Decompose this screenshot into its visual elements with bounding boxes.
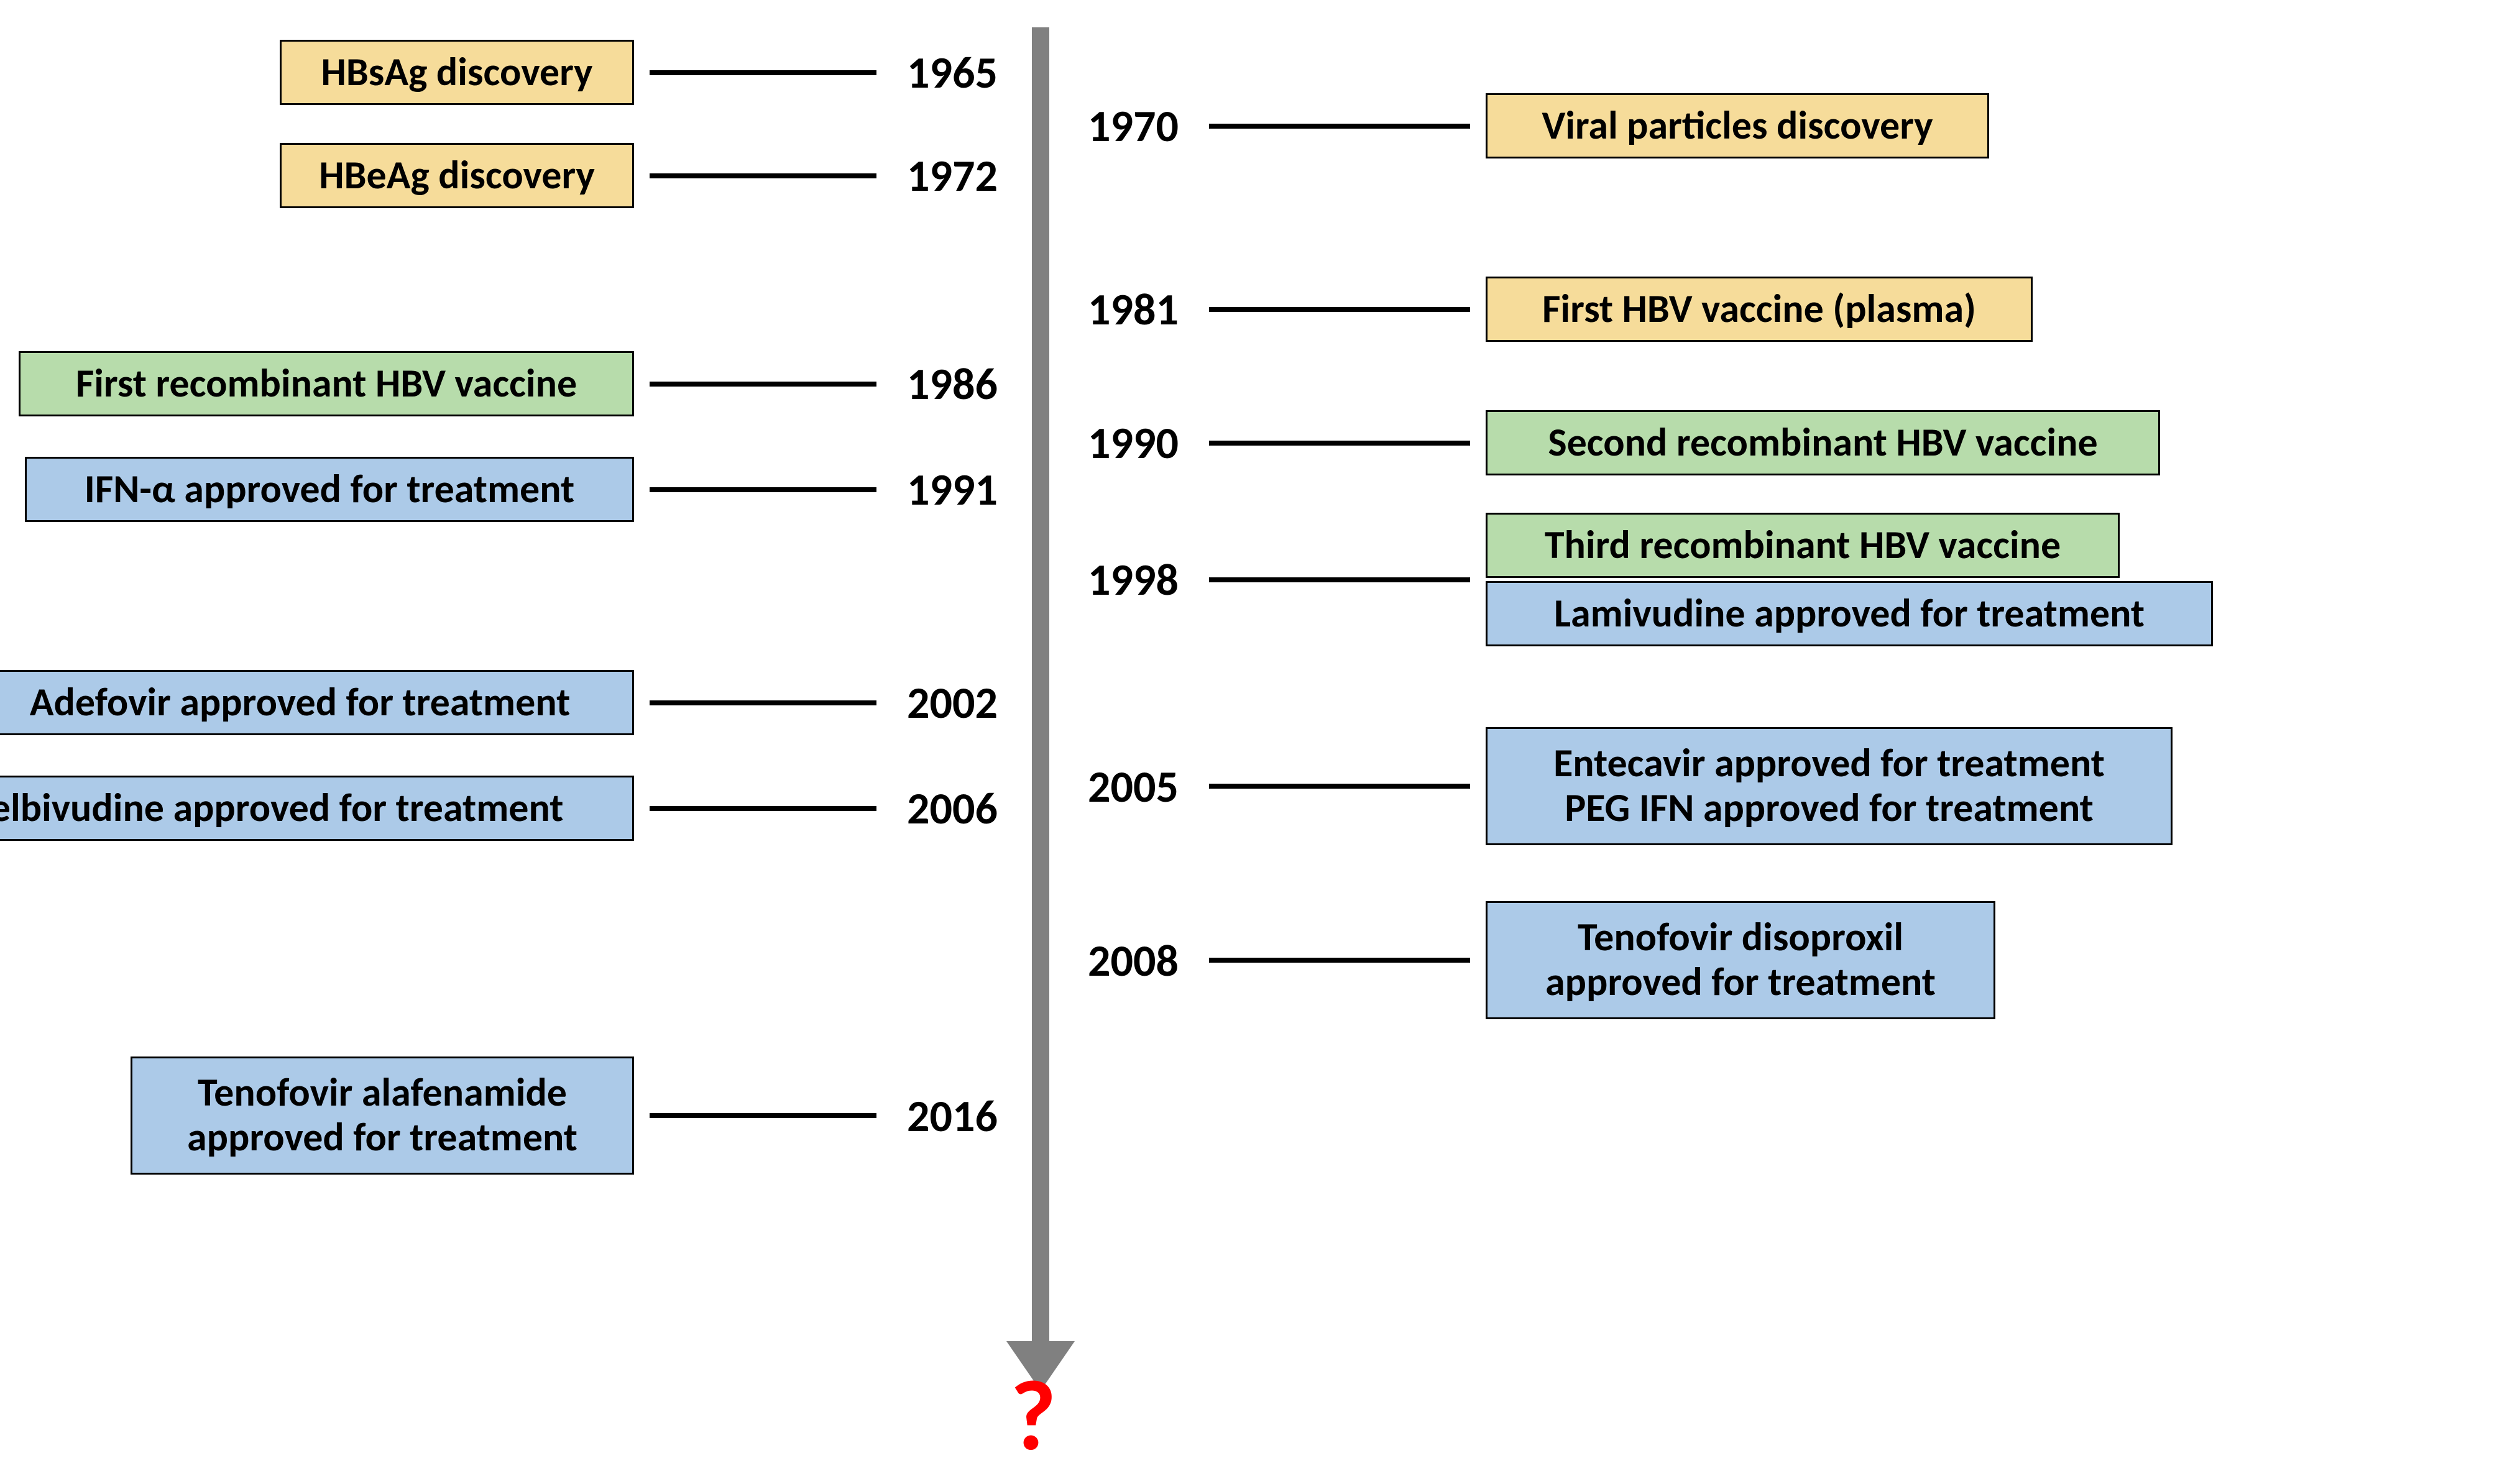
year-label-1998: 1998 [1088, 552, 1179, 607]
event-box: Tenofovir alafenamide approved for treat… [131, 1057, 634, 1175]
year-label-2006: 2006 [907, 781, 998, 836]
year-label-1970: 1970 [1088, 99, 1179, 154]
event-box: Adefovir approved for treatment [0, 670, 634, 735]
year-label-1981: 1981 [1088, 282, 1179, 337]
connector [650, 173, 876, 178]
event-box: Viral particles discovery [1486, 93, 1989, 158]
year-label-1972: 1972 [907, 149, 998, 203]
year-label-2005: 2005 [1088, 759, 1179, 814]
event-box: Lamivudine approved for treatment [1486, 581, 2213, 646]
year-label-1990: 1990 [1088, 416, 1179, 470]
event-box: HBsAg discovery [280, 40, 634, 105]
event-box: Second recombinant HBV vaccine [1486, 410, 2160, 475]
connector [1209, 124, 1470, 129]
year-label-2008: 2008 [1088, 933, 1179, 988]
event-box: Entecavir approved for treatment PEG IFN… [1486, 727, 2173, 845]
connector [1209, 958, 1470, 963]
event-box: First HBV vaccine (plasma) [1486, 277, 2033, 342]
connector [1209, 784, 1470, 789]
connector [650, 1113, 876, 1118]
connector [650, 806, 876, 811]
connector [1209, 441, 1470, 446]
future-question-mark: ? [1010, 1355, 1056, 1476]
event-box: Tenofovir disoproxil approved for treatm… [1486, 901, 1995, 1019]
event-box: IFN-α approved for treatment [25, 457, 634, 522]
year-label-1991: 1991 [907, 462, 998, 517]
connector [650, 700, 876, 705]
event-box: Third recombinant HBV vaccine [1486, 513, 2120, 578]
event-box: Telbivudine approved for treatment [0, 776, 634, 841]
year-label-2016: 2016 [907, 1089, 998, 1144]
connector [650, 70, 876, 75]
event-box: HBeAg discovery [280, 143, 634, 208]
year-label-1986: 1986 [907, 357, 998, 411]
year-label-1965: 1965 [907, 45, 998, 100]
connector [650, 487, 876, 492]
connector [1209, 577, 1470, 582]
connector [1209, 307, 1470, 312]
year-label-2002: 2002 [907, 676, 998, 730]
timeline-root: 1965 HBsAg discovery 1972 HBeAg discovery 19… [0, 0, 2520, 1473]
event-box: First recombinant HBV vaccine [19, 351, 634, 416]
connector [650, 382, 876, 387]
timeline-axis [1032, 27, 1049, 1342]
